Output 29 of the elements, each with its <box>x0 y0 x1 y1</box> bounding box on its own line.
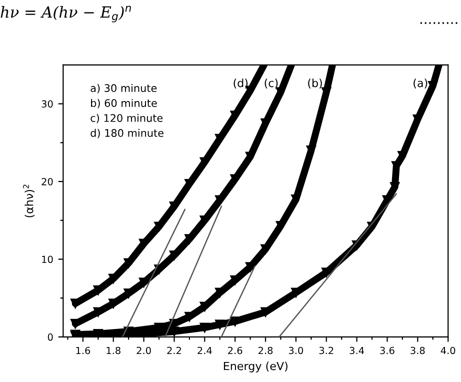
y-tick-label: 20 <box>42 178 53 186</box>
x-tick-label: 3.8 <box>410 346 425 354</box>
x-axis-title: Energy (eV) <box>224 362 288 372</box>
x-tick-label: 2.4 <box>198 346 212 354</box>
x-tick-label: 3.4 <box>350 346 364 354</box>
series-label: (c) <box>264 78 278 89</box>
x-tick-label: 2.0 <box>136 346 151 354</box>
x-tick-label: 3.0 <box>288 346 304 354</box>
x-tick-label: 1.8 <box>106 346 120 354</box>
x-tick-label: 1.6 <box>76 346 90 354</box>
annotation: a) 30 minute <box>90 84 157 94</box>
x-tick-label: 3.6 <box>380 346 394 354</box>
chart-title: hν = A(hν − E$_{g}$)$^{n}$ <box>0 6 131 22</box>
y-axis-title: (αhν)$^{2}$ <box>23 184 35 218</box>
y-tick-label: 10 <box>42 256 53 264</box>
y-tick-label: 0 <box>48 333 53 341</box>
x-tick-label: 2.6 <box>228 346 242 354</box>
series-label: (a) <box>414 78 428 89</box>
y-tick-label: 30 <box>42 100 53 108</box>
series-label: (b) <box>308 78 322 89</box>
series-label: (d) <box>234 78 248 89</box>
annotation: d) 180 minute <box>90 128 164 138</box>
annotation: b) 60 minute <box>91 98 157 108</box>
x-tick-label: 2.2 <box>167 346 181 354</box>
x-tick-label: 3.2 <box>319 346 334 354</box>
x-tick-label: 2.8 <box>258 346 273 354</box>
x-tick-label: 4.0 <box>440 346 456 354</box>
annotation: c) 120 minute <box>90 114 163 124</box>
text: ......... <box>420 22 458 24</box>
